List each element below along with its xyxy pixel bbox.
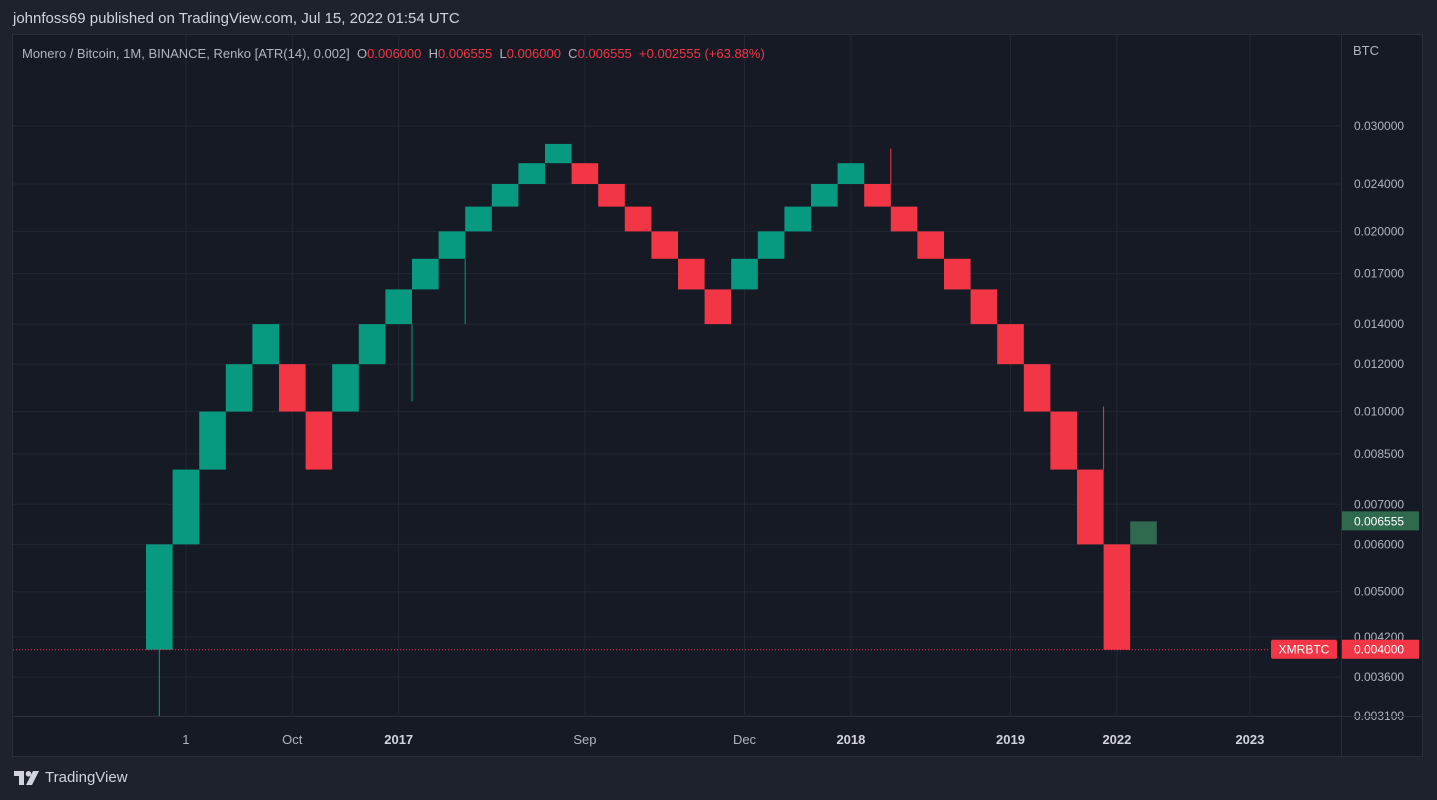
renko-brick [784,206,811,232]
legend-open-value: 0.006000 [367,46,422,61]
renko-brick [944,258,971,290]
renko-brick [279,364,306,412]
price-line-label-bg [1342,639,1419,659]
x-tick-label: 1 [182,732,189,747]
renko-brick [864,184,891,207]
legend-low-label: L [499,46,507,61]
renko-brick [438,231,466,259]
renko-brick [917,231,944,259]
renko-brick [731,258,758,290]
y-tick-label: 0.014000 [1354,317,1404,331]
chart-legend: Monero / Bitcoin, 1M, BINANCE, Renko [AT… [22,46,765,61]
tradingview-brand[interactable]: TradingView [14,769,128,786]
renko-brick [332,364,359,412]
y-tick-label: 0.005000 [1354,585,1404,599]
renko-brick [997,324,1024,365]
renko-brick [252,324,279,365]
renko-brick [305,411,333,470]
renko-brick [1103,544,1131,650]
legend-high-label: H [428,46,438,61]
renko-brick [757,231,785,259]
x-tick-label: Dec [733,732,757,747]
renko-brick [890,206,918,232]
legend-high-value: 0.006555 [438,46,493,61]
legend-symbol[interactable]: Monero / Bitcoin, 1M, BINANCE, Renko [AT… [22,46,350,61]
legend-close-value: 0.006555 [577,46,632,61]
x-tick-label: 2017 [384,732,413,747]
renko-brick [385,289,412,325]
x-tick-label: 2019 [996,732,1025,747]
x-tick-label: 2018 [836,732,865,747]
publisher-header: johnfoss69 published on TradingView.com,… [13,10,460,27]
tradingview-logo-icon [14,770,39,785]
x-tick-label: Sep [573,732,596,747]
renko-brick [225,364,253,412]
renko-brick [571,163,599,185]
renko-brick [518,163,545,185]
renko-brick [1130,521,1157,545]
renko-brick [1050,411,1077,470]
y-tick-label: 0.003600 [1354,670,1404,684]
x-tick-label: 2023 [1235,732,1264,747]
legend-change: +0.002555 (+63.88%) [639,46,765,61]
renko-brick [545,143,572,164]
y-tick-label: 0.007000 [1354,497,1404,511]
renko-brick [624,206,652,232]
current-price-label-bg [1342,511,1419,531]
renko-brick [491,184,519,207]
renko-brick [704,289,732,325]
renko-brick [598,184,625,207]
y-tick-label: 0.030000 [1354,119,1404,133]
y-tick-label: 0.008500 [1354,447,1404,461]
renko-brick [146,544,173,650]
renko-brick [811,184,838,207]
renko-brick [837,163,865,185]
legend-open-label: O [357,46,368,61]
y-tick-label: 0.017000 [1354,267,1404,281]
renko-brick [970,289,998,325]
renko-brick [172,469,200,545]
renko-brick [678,258,705,290]
symbol-tag-bg [1271,639,1337,659]
legend-close-label: C [568,46,578,61]
legend-low-value: 0.006000 [506,46,561,61]
y-axis-unit: BTC [1353,43,1379,58]
renko-brick [651,231,678,259]
renko-brick [1023,364,1051,412]
renko-brick [199,411,226,470]
renko-brick [1077,469,1104,545]
current-price-label: 0.006555 [1354,514,1404,528]
y-tick-label: 0.012000 [1354,357,1404,371]
y-tick-label: 0.020000 [1354,224,1404,238]
x-tick-label: Oct [282,732,303,747]
renko-brick [465,206,492,232]
x-tick-label: 2022 [1102,732,1131,747]
brand-name: TradingView [45,769,128,786]
y-tick-label: 0.010000 [1354,405,1404,419]
y-tick-label: 0.006000 [1354,537,1404,551]
renko-brick [412,258,439,290]
price-line-label: 0.004000 [1354,643,1404,657]
y-tick-label: 0.024000 [1354,177,1404,191]
renko-brick [358,324,386,365]
symbol-tag: XMRBTC [1279,643,1330,657]
